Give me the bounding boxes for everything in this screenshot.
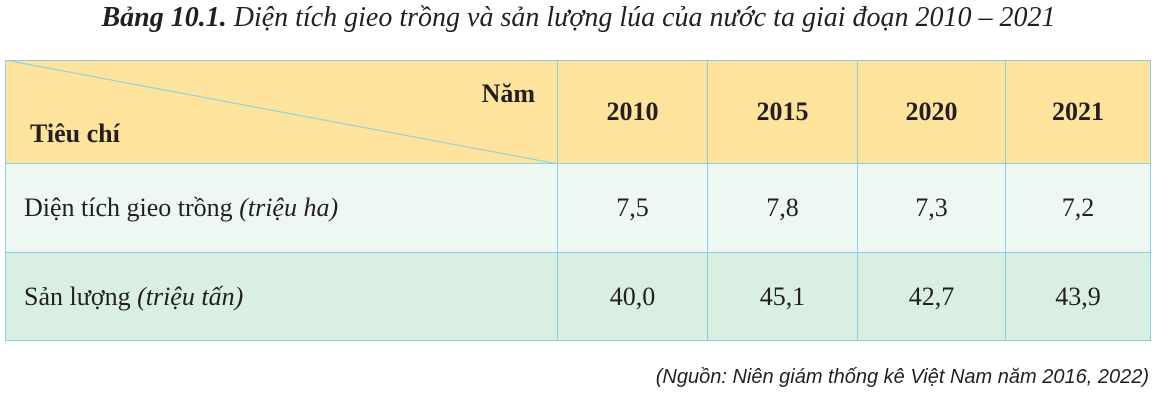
corner-cell: Năm Tiêu chí xyxy=(5,60,558,164)
value-cell: 7,5 xyxy=(557,163,708,253)
value-cell: 43,9 xyxy=(1005,252,1151,341)
column-header: 2015 xyxy=(707,60,858,164)
row-label-cell: Sản lượng (triệu tấn) xyxy=(5,252,558,341)
value-cell: 7,3 xyxy=(857,163,1006,253)
row-unit: (triệu ha) xyxy=(239,193,339,222)
corner-bottom: Tiêu chí xyxy=(30,119,120,148)
row-label: Sản lượng xyxy=(24,281,131,311)
row-unit: (triệu tấn) xyxy=(137,281,244,311)
row-label-cell: Diện tích gieo trồng (triệu ha) xyxy=(5,163,558,253)
title-text: Diện tích gieo trồng và sản lượng lúa củ… xyxy=(233,2,1056,33)
value-cell: 42,7 xyxy=(857,252,1006,341)
table-title: Bảng 10.1. Diện tích gieo trồng và sản l… xyxy=(0,2,1157,34)
diagonal xyxy=(5,60,558,164)
column-header: 2020 xyxy=(857,60,1006,164)
value-cell: 45,1 xyxy=(707,252,858,341)
title-label: Bảng 10.1. xyxy=(101,2,227,33)
row-label: Diện tích gieo trồng xyxy=(24,193,233,222)
value-cell: 7,8 xyxy=(707,163,858,253)
column-header: 2021 xyxy=(1005,60,1151,164)
value-cell: 7,2 xyxy=(1005,163,1151,253)
source-note: (Nguồn: Niên giám thống kê Việt Nam năm … xyxy=(655,366,1149,388)
corner-top: Năm xyxy=(481,79,535,108)
value-cell: 40,0 xyxy=(557,252,708,341)
column-header: 2010 xyxy=(557,60,708,164)
